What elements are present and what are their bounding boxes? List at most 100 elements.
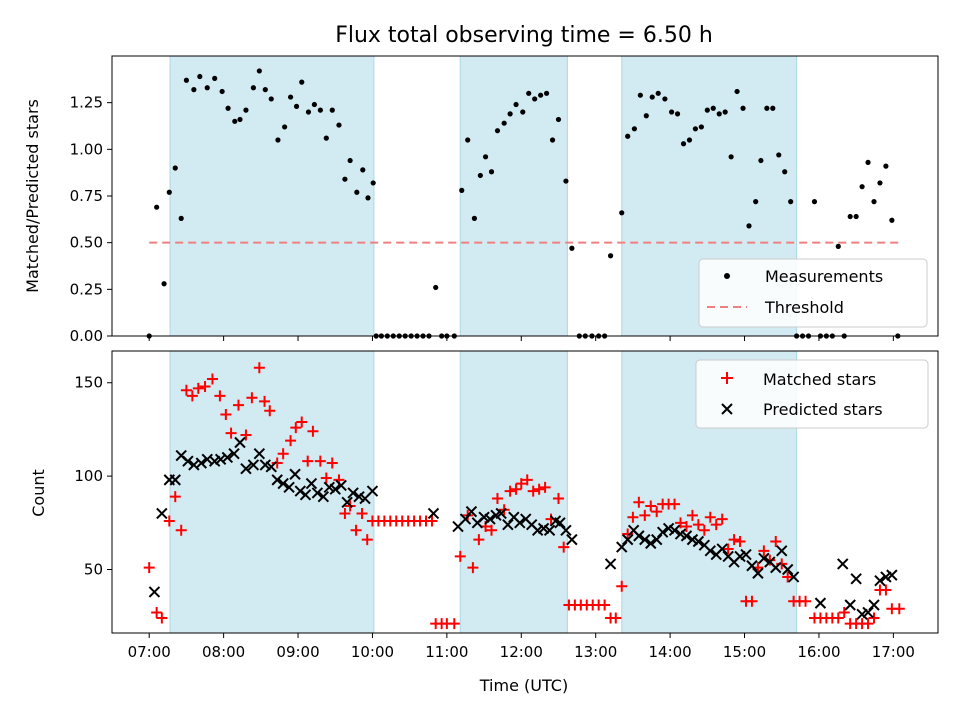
measurement-point <box>563 178 569 184</box>
x-axis-label: Time (UTC) <box>479 676 568 695</box>
measurement-point <box>433 284 439 291</box>
legend-measurements-marker <box>724 273 730 279</box>
measurements-series <box>146 68 901 339</box>
predicted-star-point <box>814 597 827 609</box>
predicted-star-point <box>335 479 347 492</box>
measurement-point <box>237 116 243 123</box>
measurement-point <box>538 92 544 98</box>
measurement-point <box>477 172 483 179</box>
matched-star-point <box>862 618 874 630</box>
matched-star-point <box>558 541 570 553</box>
matched-star-point <box>163 515 175 527</box>
matched-star-point <box>225 427 237 439</box>
measurement-point <box>225 105 231 111</box>
matched-star-point <box>314 455 326 467</box>
measurement-point <box>275 137 281 143</box>
predicted-star-point <box>148 586 161 598</box>
matched-star-point <box>320 472 332 484</box>
measurement-point <box>555 116 562 123</box>
top-legend-box <box>698 258 928 328</box>
predicted-star-point <box>277 477 289 490</box>
matched-star-point <box>486 524 498 536</box>
measurement-point <box>494 128 501 134</box>
measurement-point <box>704 107 710 113</box>
measurement-point <box>219 88 225 95</box>
observing-interval <box>459 55 568 337</box>
top-y-axis-label: Matched/Predicted stars <box>23 99 42 293</box>
matched-star-point <box>639 509 651 521</box>
predicted-star-point <box>329 483 341 495</box>
measurement-point <box>354 189 360 195</box>
measurement-point <box>347 157 353 164</box>
predicted-star-point <box>639 533 651 546</box>
y-tick-label: 50 <box>84 561 103 579</box>
measurement-point <box>243 107 249 113</box>
predicted-star-point <box>234 436 246 449</box>
matched-star-point <box>800 595 812 607</box>
predicted-star-point <box>560 524 572 536</box>
measurement-point <box>268 96 274 102</box>
measurement-point <box>865 159 871 165</box>
y-tick-label: 0.25 <box>70 280 103 298</box>
matched-star-point <box>716 513 728 525</box>
measurement-point <box>507 111 513 117</box>
matched-star-point <box>669 498 681 510</box>
measurement-point <box>370 180 376 186</box>
predicted-star-point <box>305 477 318 490</box>
predicted-star-point <box>514 517 526 529</box>
measurement-point <box>166 189 172 195</box>
matched-star-point <box>180 384 192 396</box>
measurement-point <box>329 107 335 113</box>
matched-star-point <box>533 483 545 495</box>
matched-star-point <box>199 380 211 392</box>
measurement-point <box>488 169 495 175</box>
measurement-point <box>256 68 262 74</box>
observing-interval <box>169 350 375 634</box>
predicted-star-point <box>484 513 496 525</box>
measurement-point <box>847 213 853 220</box>
matched-star-point <box>680 521 692 533</box>
matched-star-point <box>192 382 204 394</box>
top-legend: Measurements Threshold <box>698 258 928 328</box>
matched-star-point <box>169 491 181 503</box>
matched-star-point <box>698 524 710 536</box>
predicted-star-point <box>740 548 752 561</box>
predicted-star-point <box>283 481 295 494</box>
matched-star-point <box>426 515 438 527</box>
matched-star-point <box>206 373 218 385</box>
predicted-star-point <box>195 457 208 469</box>
x-tick-label: 17:00 <box>872 643 915 661</box>
matched-star-point <box>175 524 187 536</box>
measurement-point <box>740 105 746 111</box>
measurement-point <box>482 154 489 160</box>
matched-star-point <box>686 509 698 521</box>
matched-star-point <box>651 506 663 518</box>
predicted-star-point <box>837 558 849 570</box>
matched-star-point <box>728 534 740 546</box>
measurement-point <box>197 73 203 80</box>
measurement-point <box>686 137 693 143</box>
measurement-point <box>543 90 550 96</box>
bottom-axes-frame <box>111 350 939 634</box>
x-tick-label: 08:00 <box>202 643 245 661</box>
predicted-star-point <box>850 573 862 585</box>
measurement-point <box>317 107 323 113</box>
matched-star-point <box>515 478 527 490</box>
chart-title: Flux total observing time = 6.50 h <box>335 23 713 48</box>
matched-star-point <box>633 496 645 508</box>
predicted-star-point <box>770 561 782 574</box>
measurement-point <box>662 96 668 102</box>
predicted-star-point <box>502 518 514 531</box>
predicted-star-point <box>221 451 234 464</box>
matched-star-point <box>302 455 314 467</box>
measurement-point <box>753 199 759 205</box>
predicted-star-point <box>716 543 728 555</box>
matched-star-point <box>704 511 716 523</box>
measurement-point <box>459 187 465 193</box>
matched-star-point <box>627 511 639 523</box>
matched-star-point <box>290 422 302 434</box>
matched-star-point <box>259 395 271 407</box>
measurement-point <box>287 94 294 100</box>
measurement-point <box>191 87 197 93</box>
predicted-star-point <box>651 533 663 546</box>
